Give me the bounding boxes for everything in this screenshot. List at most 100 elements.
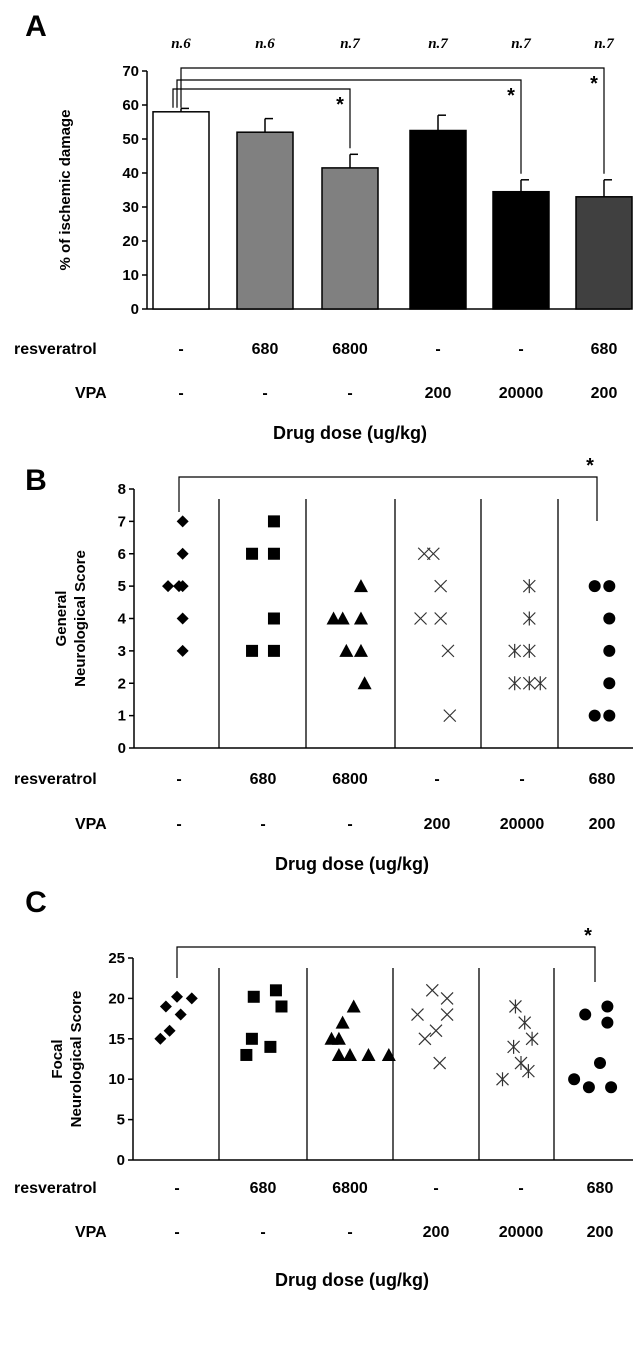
y-tick-label: 10 [122,267,139,284]
series-x [414,547,457,723]
resveratrol-dose: - [178,341,183,358]
data-point-square [247,990,260,1003]
data-point-circle [579,1008,592,1021]
y-axis-title-line: Neurological Score [72,550,89,687]
y-tick-label: 1 [118,708,126,725]
data-point-square [267,612,280,625]
bar [152,111,210,310]
data-point-circle [603,580,616,593]
data-point-x [440,991,454,1005]
data-point-square [245,1032,258,1045]
x-axis-title: Drug dose (ug/kg) [275,854,429,874]
y-axis-title-line: Focal [49,1039,66,1078]
series-x [411,983,454,1070]
data-point-triangle [335,1015,350,1029]
y-tick-label: 0 [131,301,139,318]
data-point-asterisk [507,1039,521,1054]
data-point-asterisk [518,1015,532,1030]
significance-star: * [586,455,594,477]
vpa-dose: - [260,1224,265,1241]
data-point-x [443,709,457,723]
bar [492,190,550,310]
resveratrol-row-label: resveratrol [14,341,97,358]
vpa-dose: 200 [424,816,451,833]
resveratrol-dose: 680 [591,341,618,358]
data-point-triangle [353,579,368,593]
data-point-diamond [154,1032,167,1045]
vpa-dose: - [347,1224,352,1241]
data-point-triangle [331,1031,346,1045]
data-point-asterisk [508,643,522,658]
data-point-asterisk [522,676,536,691]
series-diamond [162,515,189,657]
sample-size-label: n.6 [255,36,275,52]
vpa-row-label: VPA [75,816,107,833]
vpa-dose: 200 [425,385,452,402]
series-triangle [324,999,396,1061]
bar [321,167,379,310]
data-point-diamond [176,644,189,657]
data-point-triangle [343,1047,357,1061]
data-point-triangle [353,643,368,657]
y-tick-label: 30 [122,199,139,216]
significance-bracket [176,79,522,174]
data-point-x [411,1008,424,1021]
data-point-asterisk [533,676,547,691]
data-point-diamond [162,580,175,593]
resveratrol-dose: 6800 [332,341,368,358]
data-point-triangle [326,611,341,625]
data-point-x [441,644,455,658]
data-point-asterisk [525,1031,539,1046]
data-point-triangle [335,611,350,625]
significance-star: * [507,85,515,107]
data-point-circle [594,1057,606,1070]
resveratrol-dose: - [433,1180,438,1197]
data-point-x [429,1024,443,1038]
series-square [246,515,280,657]
resveratrol-dose: 680 [589,771,616,788]
y-tick-label: 2 [118,675,126,692]
y-tick-label: 0 [117,1152,125,1169]
vpa-dose: - [178,385,183,402]
resveratrol-dose: 680 [587,1180,614,1197]
data-point-diamond [174,1008,187,1021]
y-tick-label: 70 [122,63,139,80]
series-asterisk [496,999,539,1087]
data-point-circle [582,1081,595,1094]
resveratrol-dose: - [434,771,439,788]
data-point-triangle [339,643,354,657]
y-tick-label: 6 [118,546,126,563]
data-point-circle [588,709,601,722]
significance-star: * [590,73,598,95]
y-tick-label: 20 [108,990,125,1007]
y-tick-label: 50 [122,131,139,148]
data-point-diamond [159,1000,172,1013]
series-diamond [154,990,198,1045]
vpa-dose: 20000 [500,816,545,833]
vpa-dose: - [174,1224,179,1241]
vpa-dose: - [347,385,352,402]
vpa-row-label: VPA [75,1224,107,1241]
significance-bracket [172,88,351,149]
resveratrol-dose: 680 [250,771,277,788]
sample-size-label: n.6 [171,36,191,52]
series-triangle [326,579,372,690]
series-circle [588,580,616,722]
y-axis-title: % of ischemic damage [57,110,74,271]
series-asterisk [508,579,547,691]
vpa-dose: - [176,816,181,833]
resveratrol-dose: - [174,1180,179,1197]
data-point-triangle [357,676,372,690]
resveratrol-dose: - [176,771,181,788]
data-point-circle [605,1081,618,1094]
resveratrol-dose: 6800 [332,1180,368,1197]
data-point-diamond [176,612,189,625]
data-point-square [275,1000,288,1013]
data-point-triangle [361,1047,376,1061]
data-point-diamond [176,547,189,560]
data-point-square [246,547,259,560]
data-point-circle [603,612,616,625]
y-tick-label: 25 [108,950,125,967]
y-axis-title-line: Neurological Score [68,991,85,1128]
sample-size-label: n.7 [511,36,531,52]
